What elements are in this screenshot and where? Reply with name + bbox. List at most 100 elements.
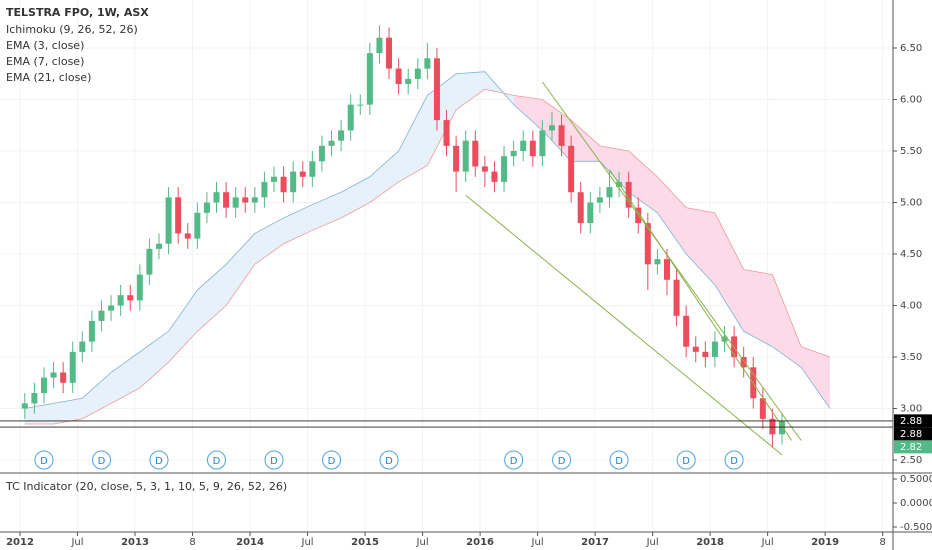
candle-body — [395, 68, 402, 85]
dividend-marker — [676, 450, 696, 470]
candle-body — [702, 351, 709, 358]
candle-body — [529, 140, 536, 157]
candle-body — [338, 130, 345, 141]
x-tick-label: 2016 — [466, 537, 494, 548]
cloud-segment — [369, 151, 399, 203]
cloud-segment — [484, 71, 514, 105]
candle-body — [184, 233, 191, 239]
candle-body — [60, 372, 67, 383]
y-tick-label: 3.00 — [900, 404, 922, 415]
price-label-box — [894, 414, 932, 428]
price-label: 2.88 — [900, 416, 922, 427]
chart-title: TELSTRA FPO, 1W, ASX — [6, 6, 149, 19]
candle-body — [203, 202, 210, 213]
dividend-marker — [322, 450, 342, 470]
candle-body — [136, 274, 143, 301]
candle-body — [453, 145, 460, 172]
dividend-marker — [504, 450, 524, 470]
cloud-segment — [197, 264, 227, 332]
candle-body — [644, 223, 651, 265]
candle-body — [232, 197, 239, 208]
candle-body — [386, 37, 393, 69]
dividend-label: D — [328, 456, 336, 467]
candle-body — [299, 171, 306, 177]
dividend-label: D — [558, 456, 566, 467]
candle-body — [280, 176, 287, 193]
legend-item: Ichimoku (9, 26, 52, 26) — [6, 23, 138, 36]
candle-body — [433, 58, 440, 121]
candle-body — [673, 279, 680, 316]
candle-body — [520, 140, 527, 152]
candle-body — [40, 377, 47, 394]
candle-body — [548, 125, 555, 131]
cloud-segment — [599, 145, 629, 193]
dividend-label: D — [213, 456, 221, 467]
y-tick-label: 4.50 — [900, 249, 922, 260]
x-tick-label: 2019 — [811, 537, 839, 548]
cloud-segment — [398, 95, 428, 182]
dividend-label: D — [615, 456, 623, 467]
candle-body — [376, 37, 383, 54]
candle-body — [414, 68, 421, 79]
dividend-marker — [264, 450, 284, 470]
sub-y-tick-label: -0.5000 — [900, 522, 932, 533]
cloud-segment — [801, 346, 830, 409]
candle-body — [405, 78, 412, 85]
candle-body — [357, 104, 364, 106]
cloud-segment — [139, 331, 169, 388]
dividend-label: D — [730, 456, 738, 467]
x-tick-label: 2018 — [696, 537, 724, 548]
candle-body — [88, 320, 95, 342]
candle-body — [539, 130, 546, 157]
axes: 2.50 3.00 3.50 4.00 4.50 5.00 5.50 6.00 6.50 2012… — [6, 43, 932, 548]
candle-body — [443, 120, 450, 146]
candle-body — [779, 420, 786, 435]
dividend-marker — [379, 450, 399, 470]
candle-body — [50, 372, 57, 378]
price-label: 2.88 — [900, 429, 922, 440]
trend-line — [465, 194, 783, 456]
y-tick-label: 6.00 — [900, 95, 922, 106]
x-tick-label: 2014 — [236, 537, 264, 548]
sub-y-tick-label: 0.5000 — [900, 474, 932, 485]
candle-body — [98, 310, 105, 321]
y-tick-label: 5.00 — [900, 198, 922, 209]
candle-body — [462, 140, 469, 172]
x-tick-label: 2017 — [581, 537, 609, 548]
candle-body — [79, 341, 86, 352]
candle-body — [69, 351, 76, 383]
cloud-segment — [111, 351, 140, 404]
legend-item: EMA (3, close) — [6, 39, 84, 52]
candle-body — [587, 202, 594, 224]
candle-body — [242, 197, 249, 203]
candle-body — [318, 145, 325, 162]
candle-body — [663, 259, 670, 280]
price-label-box — [894, 440, 932, 454]
candle-body — [290, 171, 297, 193]
trend-line — [609, 169, 793, 441]
candle-body — [711, 341, 718, 358]
candle-body — [740, 357, 747, 368]
price-label: 2.82 — [900, 442, 922, 453]
cloud-segment — [657, 176, 687, 255]
candle-body — [251, 197, 258, 203]
dividend-label: D — [510, 456, 518, 467]
candle-body — [625, 181, 632, 208]
x-tick-label: Jul — [646, 537, 659, 548]
candle-body — [309, 161, 316, 177]
cloud-segment — [743, 269, 773, 347]
cloud-segment — [24, 403, 54, 424]
candle-body — [501, 156, 508, 182]
candle-body — [769, 418, 776, 435]
legend-item: EMA (21, close) — [6, 71, 91, 84]
candle-body — [683, 315, 690, 347]
dividend-label: D — [270, 456, 278, 467]
candle-body — [117, 295, 124, 306]
candle-body — [596, 197, 603, 203]
x-tick-label: 2012 — [6, 537, 34, 548]
candle-body — [223, 192, 230, 208]
dividend-marker — [609, 450, 629, 470]
cloud-line — [24, 71, 831, 409]
cloud-segment — [341, 176, 370, 218]
